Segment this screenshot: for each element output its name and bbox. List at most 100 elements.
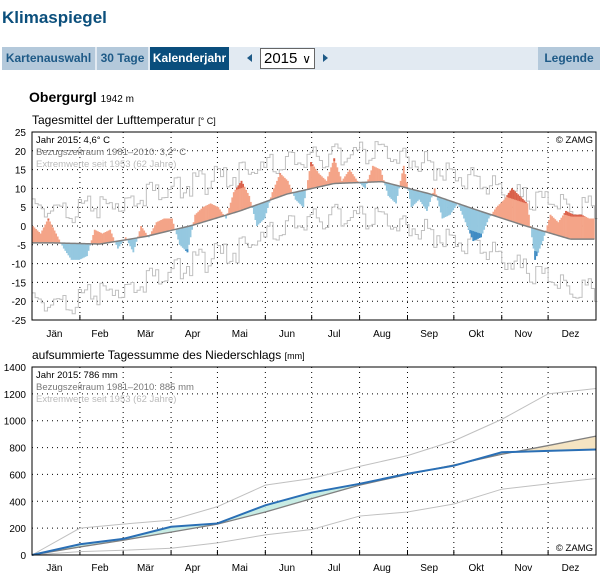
temp-bar [265,201,268,214]
temp-bar [552,217,555,234]
temp-bar [203,206,206,222]
temp-bar [466,206,469,226]
temp-bar [271,192,274,200]
temp-bar [526,203,529,227]
month-label: Sep [420,329,438,340]
tab-kartenauswahl[interactable]: Kartenauswahl [2,47,95,70]
year-select[interactable]: 2015 ∨ [260,48,315,69]
temp-bar [303,190,306,199]
temp-bar [231,197,234,214]
temp-bar-strong [469,230,472,234]
temp-bar [55,233,58,243]
temp-bar [99,232,102,245]
temp-bar [405,182,408,188]
temp-bar [290,188,292,194]
temp-bar-strong [237,185,240,190]
temp-bar [319,174,322,187]
temp-bar [220,211,223,217]
temp-bar [523,200,526,226]
triangle-right-icon[interactable] [323,54,328,62]
temp-bar [56,236,59,243]
temp-bar [42,227,45,243]
copyright-label: © ZAMG [556,135,593,146]
temp-bar [582,215,584,240]
temp-bar [443,198,445,218]
temp-bar-strong [509,190,512,199]
temp-bar [512,189,515,222]
station-title: Obergurgl 1942 m [29,89,134,105]
temp-bar [50,224,53,243]
temp-bar [98,232,101,245]
temp-bar [325,180,328,186]
temp-bar [279,173,282,197]
temp-bar [361,182,363,186]
temp-bar [201,207,204,223]
temp-bar [200,208,203,223]
temp-bar [591,218,594,240]
temp-bar [388,183,391,198]
temp-bar [215,206,218,219]
chevron-down-icon: ∨ [302,52,311,66]
temp-bar-strong [47,218,50,221]
temp-bar [339,176,342,184]
temp-bar [229,202,232,215]
temp-bar [161,219,164,233]
triangle-left-icon[interactable] [247,54,252,62]
temp-bar [520,197,523,225]
temp-bar [302,190,305,208]
temp-bar [350,171,353,183]
extreme-max-line [32,141,598,224]
month-label: Nov [514,563,532,574]
month-label: Mai [232,329,248,340]
temp-bar [336,167,339,184]
temp-bar [450,201,453,213]
y-tick-label: 1000 [4,417,27,428]
legend-button[interactable]: Legende [538,47,600,70]
temp-bar [254,205,257,220]
temp-bar [211,204,214,220]
temp-bar [430,194,433,198]
temp-bar [365,182,368,184]
temp-bar [514,191,516,223]
month-label: Okt [468,329,484,340]
temp-bar [381,174,384,182]
temp-bar [72,243,75,260]
temp-bar [234,189,237,213]
temp-bar [124,237,127,240]
temp-bar-strong [566,211,569,216]
temp-bar [345,174,348,184]
precip-2015-line [31,448,597,556]
temp-bar [293,192,295,196]
temp-bar [334,162,337,184]
temp-bar [585,216,588,240]
temp-bar [328,171,331,185]
temp-bar [375,167,377,182]
temp-bar [89,243,92,246]
temp-bar [353,176,356,183]
temp-bar [235,187,238,213]
temp-unit: [° C] [198,116,216,126]
temp-bar [472,208,475,242]
temp-bar [531,227,533,238]
temp-bar [101,233,104,244]
temp-bar [184,227,187,251]
temp-bar [449,200,452,215]
temp-bar [320,176,323,187]
tab-30-tage[interactable]: 30 Tage [97,47,148,70]
temp-bar [96,231,99,244]
temp-bar [69,243,71,258]
month-label: Mär [137,563,155,574]
temp-bar [212,204,215,220]
temp-bar [45,221,48,243]
temp-bar [495,207,498,217]
temp-bar [376,168,379,182]
temp-bar [266,201,269,208]
temp-bar [152,228,155,235]
temp-bar [469,207,472,234]
temp-bar [583,216,586,240]
y-tick-label: 800 [9,444,26,455]
temp-bar [501,201,504,219]
tab-kalenderjahr[interactable]: Kalenderjahr [150,47,229,70]
month-label: Dez [562,329,580,340]
temp-bar [282,176,285,196]
